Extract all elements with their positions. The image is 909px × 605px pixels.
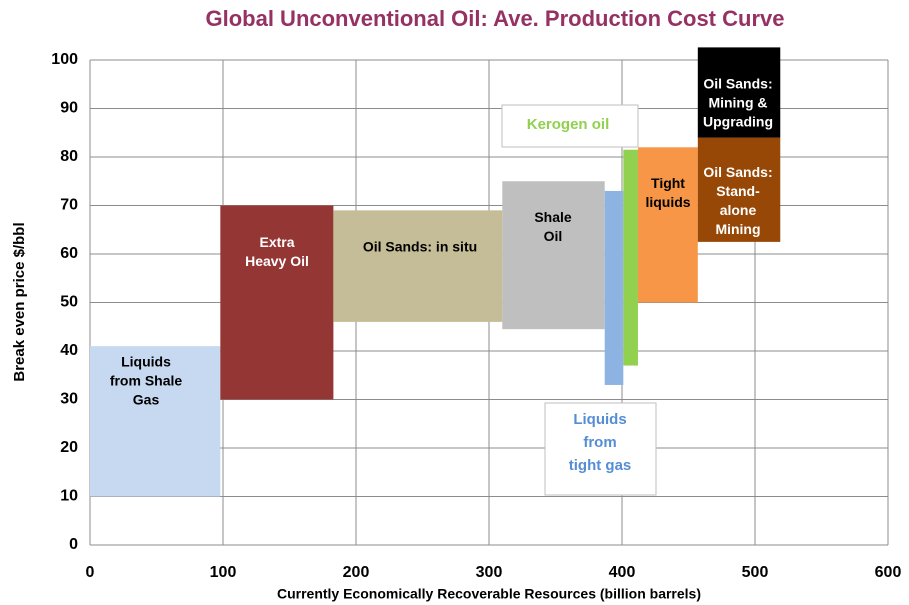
block-label: Extra [259,234,294,250]
x-axis-title: Currently Economically Recoverable Resou… [277,586,701,602]
block-label: Oil Sands: [703,164,772,180]
block-label: liquids [645,194,690,210]
block-label: tight gas [569,457,632,474]
block-label: Liquids [121,354,171,370]
x-tick-label: 600 [875,564,902,581]
block-label: Heavy Oil [245,253,309,269]
x-tick-label: 500 [742,564,769,581]
cost-block [220,205,334,400]
y-tick-label: 60 [60,245,78,262]
cost-block [333,210,503,322]
block-label: Liquids [573,411,626,428]
cost-block [502,181,605,330]
chart-title: Global Unconventional Oil: Ave. Producti… [206,6,785,31]
block-label: from [583,434,616,451]
block-label: Mining [715,221,760,237]
y-tick-label: 40 [60,342,78,359]
block-label: Gas [133,392,160,408]
y-tick-label: 70 [60,197,78,214]
y-tick-label: 10 [60,488,78,505]
block-label: Shale [534,209,572,225]
callout-box [544,402,657,496]
block-label: Tight [651,175,685,191]
cost-block [604,190,624,385]
y-tick-label: 30 [60,391,78,408]
y-tick-label: 90 [60,100,78,117]
callout-box [501,104,639,148]
block-label: Stand- [716,183,760,199]
block-label: Oil Sands: [703,76,772,92]
block-label: Oil [544,228,563,244]
y-tick-label: 100 [51,51,78,68]
cost-block [697,137,781,242]
x-tick-label: 400 [609,564,636,581]
y-tick-label: 20 [60,439,78,456]
block-label: Mining & [708,95,767,111]
y-axis-title: Break even price $/bbl [11,222,28,381]
cost-block [623,149,638,366]
block-label: alone [720,202,757,218]
cost-block [637,147,698,303]
y-tick-label: 0 [69,536,78,553]
block-label: Upgrading [703,114,773,130]
block-label: from Shale [110,373,183,389]
x-tick-label: 200 [343,564,370,581]
block-label: Kerogen oil [527,116,610,133]
x-tick-label: 300 [476,564,503,581]
y-tick-label: 50 [60,294,78,311]
x-tick-label: 100 [210,564,237,581]
block-label: Oil Sands: in situ [363,239,477,255]
cost-block [697,47,781,138]
y-tick-label: 80 [60,148,78,165]
cost-block [90,346,221,497]
x-tick-label: 0 [86,564,95,581]
